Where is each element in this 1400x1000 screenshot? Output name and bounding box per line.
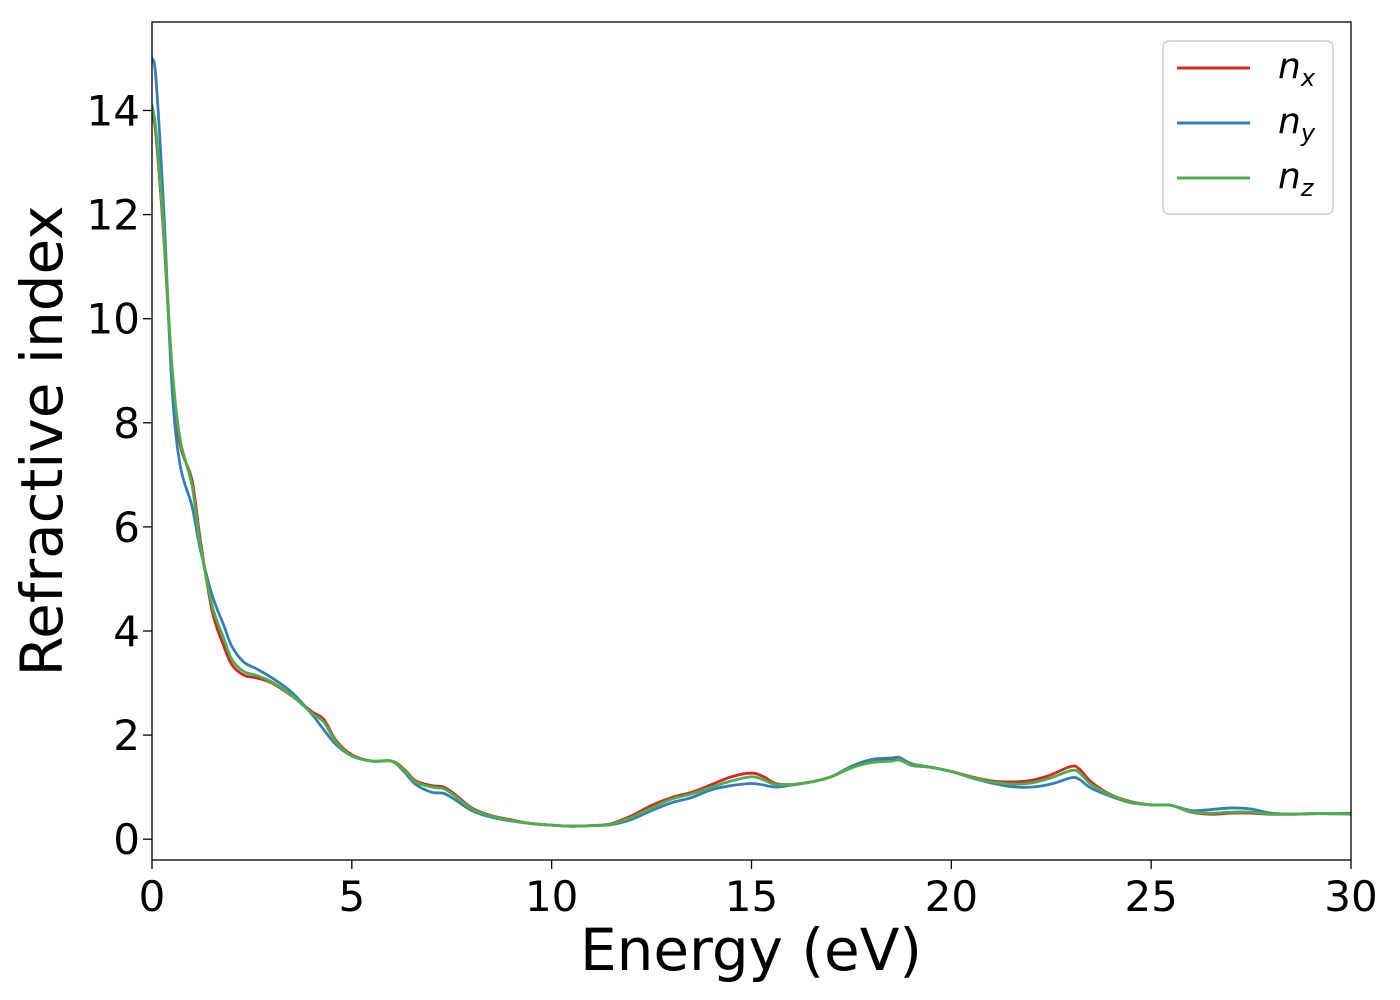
x-axis-label: Energy (eV) <box>580 916 922 984</box>
legend-label-z: nz <box>1278 156 1315 202</box>
legend-box <box>1162 40 1334 215</box>
x-tick-label: 0 <box>139 872 166 921</box>
series-line-z <box>152 103 1351 828</box>
x-tick-label: 20 <box>925 872 978 921</box>
x-tick-label: 25 <box>1124 872 1177 921</box>
x-tick-label: 30 <box>1324 872 1377 921</box>
y-tick-label: 14 <box>87 86 140 135</box>
y-tick-label: 2 <box>113 711 140 760</box>
x-axis-ticks: 0 5 10 15 20 25 30 <box>139 860 1378 921</box>
y-tick-label: 6 <box>113 503 140 552</box>
x-tick-label: 15 <box>725 872 778 921</box>
x-tick-label: 5 <box>338 872 365 921</box>
plot-area <box>152 22 1351 860</box>
y-tick-label: 10 <box>87 295 140 344</box>
y-tick-label: 0 <box>113 815 140 864</box>
series-layer <box>152 57 1351 828</box>
y-tick-label: 4 <box>113 607 140 656</box>
x-tick-label: 10 <box>525 872 578 921</box>
y-axis-label: Refractive index <box>8 205 76 676</box>
y-axis-ticks: 0 2 4 6 8 10 12 14 <box>87 86 152 864</box>
y-tick-label: 12 <box>87 191 140 240</box>
y-tick-label: 8 <box>113 399 140 448</box>
